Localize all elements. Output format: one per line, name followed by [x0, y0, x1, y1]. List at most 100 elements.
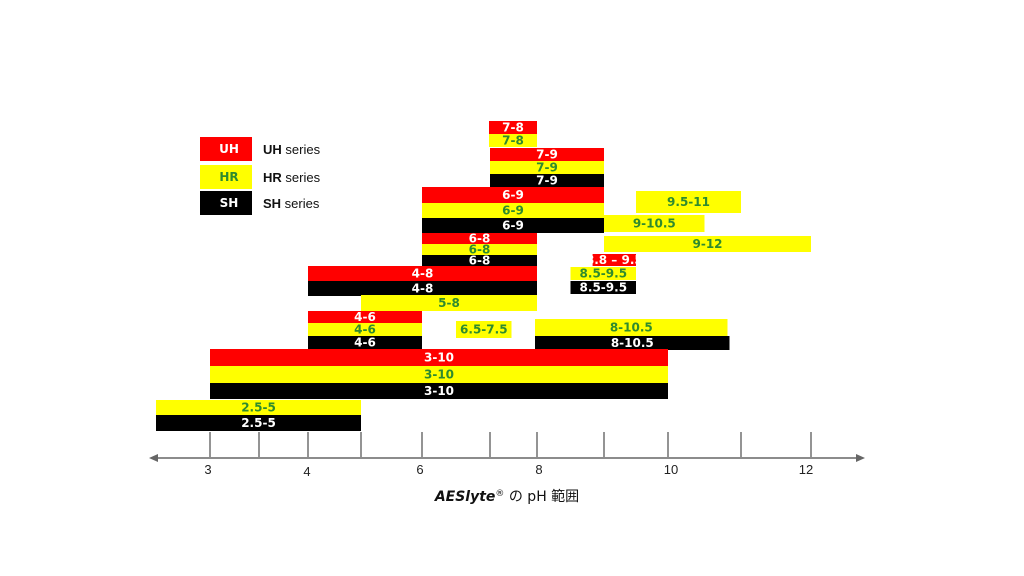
bar-label: 3-10: [424, 384, 454, 398]
bar-uh-26: 3-10: [210, 349, 668, 366]
bar-label: 4-6: [354, 323, 376, 337]
bar-label: 6-9: [502, 188, 524, 202]
bar-uh-0: 7-8: [489, 121, 537, 135]
bar-rect: [308, 266, 537, 281]
bar-rect: [636, 191, 741, 213]
x-tick-label: 10: [664, 462, 678, 477]
bar-rect: [422, 218, 604, 233]
bar-label: 6.5-7.5: [460, 323, 508, 337]
bar-label: 6-8: [469, 232, 491, 246]
bar-hr-27: 3-10: [210, 366, 668, 383]
bar-rect: [361, 295, 537, 311]
bar-rect: [422, 244, 537, 255]
bar-label: 8.5-9.5: [580, 267, 628, 281]
bar-sh-7: 6-9: [422, 218, 604, 233]
legend-swatch-label: UH: [219, 142, 239, 156]
x-axis-label-sup: ®: [495, 489, 504, 499]
bar-uh-11: 6-8: [422, 232, 537, 246]
bar-sh-4: 7-9: [490, 174, 604, 188]
legend-swatch-label: HR: [219, 170, 238, 184]
bar-rect: [489, 121, 537, 134]
bar-label: 4-8: [412, 267, 434, 281]
x-tick-label: 3: [204, 462, 211, 477]
bar-hr-8: 9.5-11: [636, 191, 741, 213]
x-tick-label: 12: [799, 462, 813, 477]
bar-label: 7-9: [536, 161, 558, 175]
bar-rect: [570, 267, 636, 280]
bar-label: 7-9: [536, 174, 558, 188]
bar-label: 6-9: [502, 204, 524, 218]
bar-sh-18: 4-8: [308, 281, 537, 296]
x-axis-label: AESlyte® の pH 範囲: [434, 488, 579, 505]
bar-rect: [592, 254, 636, 266]
bar-rect: [604, 215, 705, 232]
bar-hr-19: 5-8: [361, 295, 537, 311]
bar-label: 3-10: [424, 368, 454, 382]
bar-rect: [210, 349, 668, 366]
legend-item-hr: HR HR series: [200, 165, 321, 189]
bar-uh-17: 4-8: [308, 266, 537, 281]
bar-label: 6-9: [502, 219, 524, 233]
x-tick-label: 8: [535, 462, 542, 477]
bar-uh-2: 7-9: [490, 148, 604, 162]
bar-hr-9: 9-10.5: [604, 215, 705, 232]
bar-label: 6-8: [469, 243, 491, 257]
bar-rect: [210, 366, 668, 383]
legend-label: SH series: [263, 196, 320, 211]
bar-hr-21: 4-6: [308, 323, 422, 337]
bar-uh-14: 8.8 – 9.5: [586, 253, 643, 267]
bar-sh-25: 8-10.5: [535, 336, 730, 350]
bar-rect: [308, 281, 537, 296]
bar-sh-16: 8.5-9.5: [570, 281, 636, 295]
bar-hr-6: 6-9: [422, 203, 604, 218]
bar-rect: [490, 161, 604, 174]
bar-label: 8-10.5: [610, 321, 653, 335]
bar-label: 7-8: [502, 121, 524, 135]
bar-label: 7-8: [502, 134, 524, 148]
bar-rect: [535, 319, 728, 336]
x-axis-label-italic: AESlyte: [434, 489, 496, 505]
bar-label: 4-6: [354, 310, 376, 324]
bar-rect: [456, 321, 512, 338]
legend: UH UH series HR HR series SH SH series: [200, 137, 321, 215]
bar-label: 8.5-9.5: [580, 281, 628, 295]
bar-label: 4-8: [412, 282, 434, 296]
bar-rect: [422, 233, 537, 244]
bar-rect: [490, 148, 604, 161]
bar-rect: [489, 134, 537, 147]
bar-label: 2.5-5: [241, 401, 276, 415]
bar-rect: [422, 187, 604, 203]
bar-uh-20: 4-6: [308, 310, 422, 324]
bar-rect: [210, 383, 668, 399]
bar-label: 2.5-5: [241, 416, 276, 430]
bar-rect: [156, 415, 361, 431]
bar-rect: [490, 174, 604, 187]
bar-label: 3-10: [424, 351, 454, 365]
bar-sh-13: 6-8: [422, 254, 537, 268]
bar-label: 5-8: [438, 296, 460, 310]
legend-swatch: [200, 165, 252, 189]
bar-rect: [604, 236, 811, 252]
bar-hr-15: 8.5-9.5: [570, 267, 636, 281]
bar-hr-23: 6.5-7.5: [456, 321, 512, 338]
x-axis-right-arrow: [856, 454, 865, 462]
bar-hr-3: 7-9: [490, 161, 604, 175]
legend-swatch: [200, 137, 252, 161]
bar-rect: [308, 336, 422, 349]
bar-hr-12: 6-8: [422, 243, 537, 257]
legend-swatch: [200, 191, 252, 215]
x-tick-label: 4: [303, 464, 310, 479]
bar-label: 7-9: [536, 148, 558, 162]
bar-hr-29: 2.5-5: [156, 400, 361, 415]
bar-rect: [422, 203, 604, 218]
bar-hr-10: 9-12: [604, 236, 811, 252]
bar-label: 8.8 – 9.5: [586, 253, 643, 267]
bar-rect: [535, 336, 730, 350]
bar-label: 9.5-11: [667, 195, 710, 209]
x-axis-left-arrow: [149, 454, 158, 462]
bar-label: 9-10.5: [633, 217, 676, 231]
legend-swatch-label: SH: [220, 196, 239, 210]
bars-layer: 7-87-87-97-97-96-96-96-99.5-119-10.59-12…: [156, 121, 811, 431]
bar-uh-5: 6-9: [422, 187, 604, 203]
